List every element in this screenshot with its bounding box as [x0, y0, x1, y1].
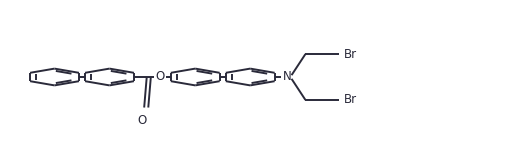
Text: Br: Br [344, 48, 357, 61]
Text: O: O [155, 71, 164, 83]
Text: O: O [138, 114, 146, 127]
Text: Br: Br [344, 93, 357, 106]
Text: N: N [283, 71, 292, 83]
